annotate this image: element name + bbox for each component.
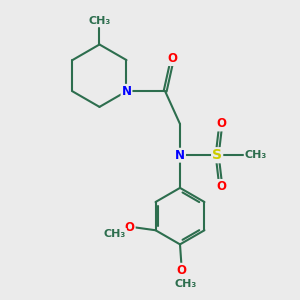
Text: O: O (125, 221, 135, 234)
Text: O: O (168, 52, 178, 65)
Text: CH₃: CH₃ (245, 150, 267, 160)
Text: CH₃: CH₃ (88, 16, 111, 26)
Text: N: N (175, 149, 185, 162)
Text: O: O (217, 180, 226, 193)
Text: S: S (212, 148, 222, 162)
Text: CH₃: CH₃ (104, 229, 126, 239)
Text: O: O (217, 118, 226, 130)
Text: N: N (122, 85, 131, 98)
Text: CH₃: CH₃ (175, 279, 197, 289)
Text: O: O (176, 264, 187, 277)
